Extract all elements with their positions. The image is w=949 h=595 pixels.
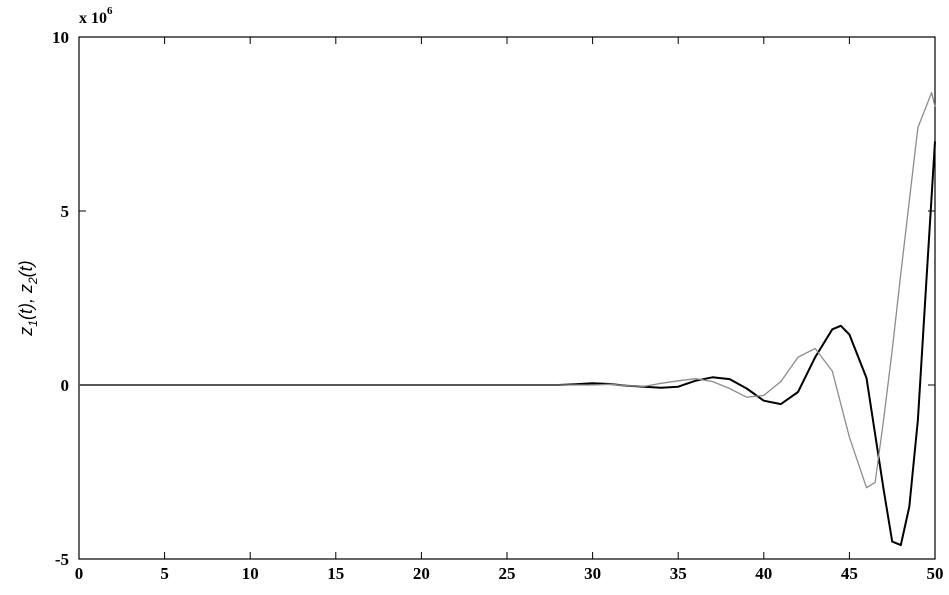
- y-axis-label-var1: z: [16, 327, 36, 337]
- y-axis-multiplier-base: x 10: [79, 10, 107, 27]
- x-tick-label: 5: [160, 564, 169, 583]
- y-tick-label: -5: [55, 550, 69, 569]
- x-tick-label: 20: [413, 564, 430, 583]
- y-tick-label: 5: [61, 202, 70, 221]
- y-axis-multiplier: x 106: [79, 5, 113, 27]
- y-tick-label: 10: [52, 28, 69, 47]
- x-tick-label: 15: [327, 564, 344, 583]
- x-tick-label: 0: [75, 564, 84, 583]
- y-axis-label-sub1: 1: [26, 320, 40, 327]
- y-axis-multiplier-exponent: 6: [107, 5, 113, 17]
- x-tick-label: 25: [499, 564, 516, 583]
- y-axis-label-end: (t): [16, 260, 36, 277]
- series-group: [79, 92, 936, 547]
- ticks: 0 5 10 15 20 25 30 35 40 45 50 -5 0 5 10: [52, 28, 944, 583]
- series-line-2: [79, 92, 936, 489]
- x-tick-label: 10: [242, 564, 259, 583]
- plot-frame: [78, 36, 936, 560]
- x-tick-label: 30: [584, 564, 601, 583]
- axes: [78, 36, 936, 560]
- x-tick-label: 40: [755, 564, 772, 583]
- y-axis-label-mid: (t),: [16, 293, 36, 320]
- labels: x 106 z1(t), z2(t): [16, 5, 113, 337]
- x-tick-label: 45: [841, 564, 858, 583]
- series-line-1: [79, 141, 936, 547]
- y-axis-label-var2: z: [16, 284, 36, 294]
- x-tick-label: 35: [670, 564, 687, 583]
- y-tick-label: 0: [61, 376, 70, 395]
- x-tick-label: 50: [927, 564, 944, 583]
- y-axis-label-sub2: 2: [26, 277, 40, 285]
- y-axis-label: z1(t), z2(t): [16, 260, 40, 336]
